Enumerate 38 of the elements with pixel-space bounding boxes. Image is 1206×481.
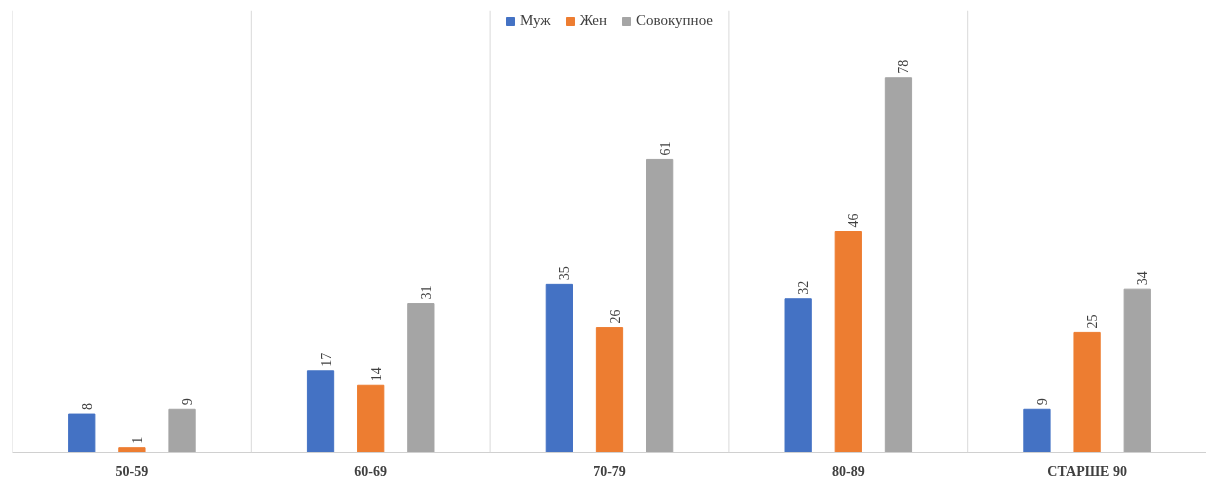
data-label: 34	[1135, 271, 1151, 286]
bar	[118, 447, 146, 453]
x-tick-label: 50-59	[115, 463, 149, 479]
data-label: 14	[368, 367, 384, 382]
bar	[357, 384, 385, 453]
bar	[1023, 408, 1051, 453]
bar	[646, 158, 674, 453]
data-label: 31	[418, 285, 434, 300]
data-label: 9	[1034, 398, 1050, 406]
bar	[884, 77, 913, 453]
data-label: 1	[129, 436, 145, 444]
x-tick-label: СТАРШЕ 90	[1047, 463, 1127, 479]
bar	[545, 283, 573, 453]
data-label: 78	[896, 59, 912, 74]
bar	[168, 408, 196, 453]
bar	[306, 370, 335, 453]
x-tick-label: 60-69	[354, 463, 388, 479]
bar	[1073, 331, 1101, 453]
data-label: 35	[557, 266, 573, 281]
data-label: 8	[79, 403, 95, 411]
legend-label: Жен	[579, 12, 608, 29]
data-label: 26	[607, 309, 623, 324]
bar	[1123, 288, 1151, 453]
legend-label: Совокупное	[636, 12, 713, 29]
data-label: 61	[657, 141, 673, 156]
bar	[834, 231, 862, 453]
bar	[407, 303, 435, 453]
data-label: 9	[180, 398, 196, 406]
data-label: 25	[1085, 314, 1101, 329]
bar	[784, 298, 812, 453]
data-label: 46	[846, 213, 862, 228]
x-tick-label: 80-89	[831, 463, 865, 479]
x-tick-label: 70-79	[593, 463, 626, 479]
legend-label: Муж	[520, 12, 551, 29]
data-label: 17	[318, 352, 334, 367]
bar	[595, 327, 624, 453]
bar	[68, 413, 96, 453]
data-label: 32	[796, 280, 812, 295]
